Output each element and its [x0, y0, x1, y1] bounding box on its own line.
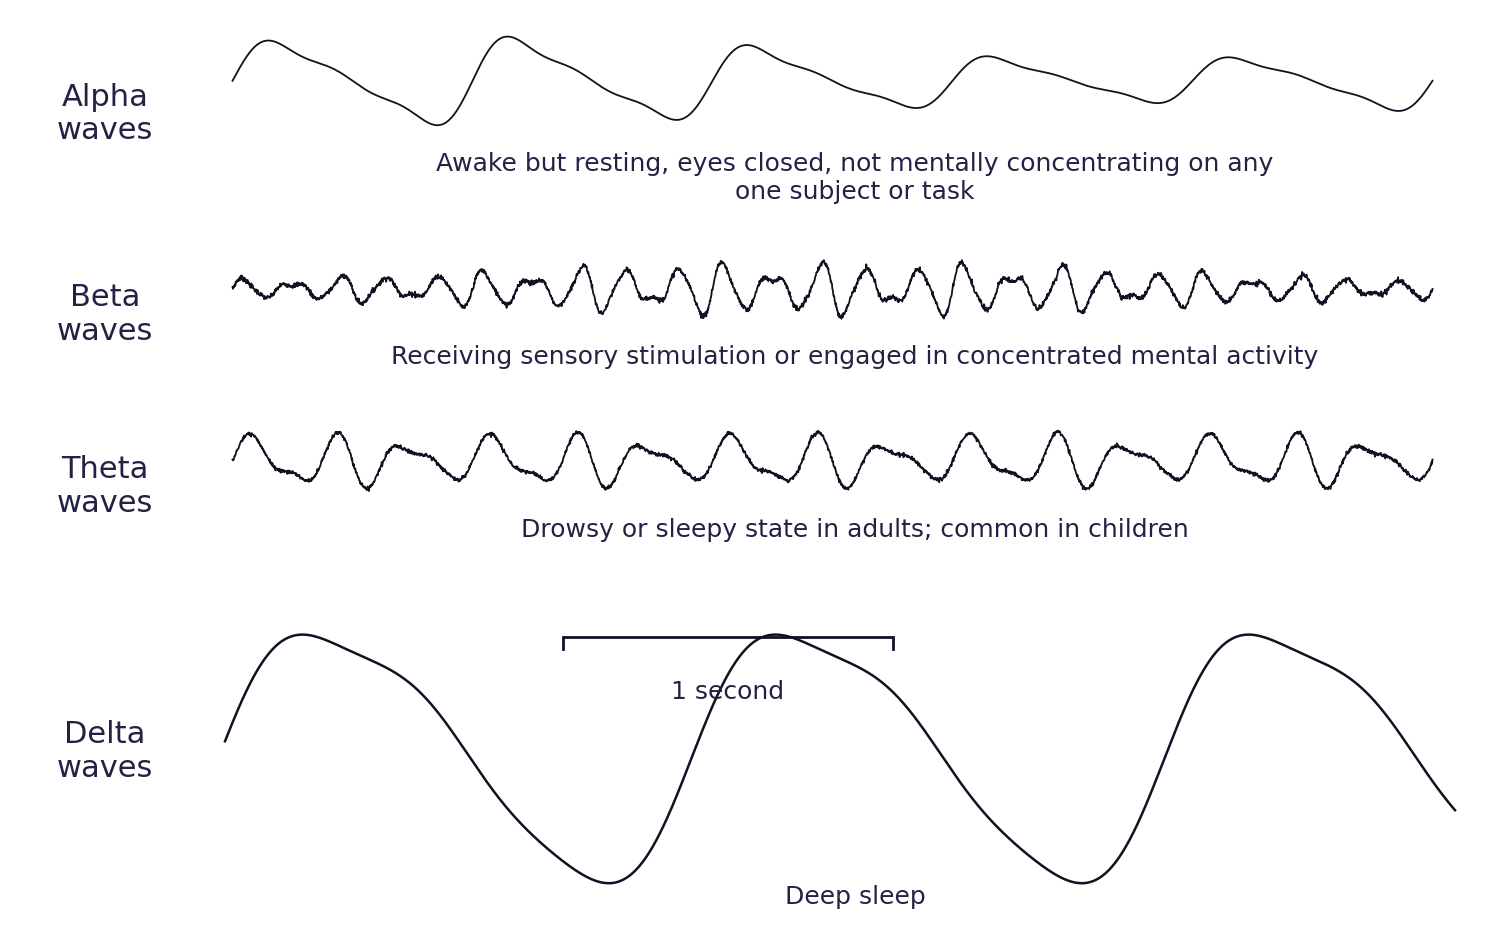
Text: Receiving sensory stimulation or engaged in concentrated mental activity: Receiving sensory stimulation or engaged… [392, 345, 1318, 370]
Text: Alpha
waves: Alpha waves [57, 83, 153, 145]
Text: Drowsy or sleepy state in adults; common in children: Drowsy or sleepy state in adults; common… [520, 518, 1190, 542]
Text: Delta
waves: Delta waves [57, 721, 153, 783]
Text: Awake but resting, eyes closed, not mentally concentrating on any
one subject or: Awake but resting, eyes closed, not ment… [436, 152, 1274, 204]
Text: Deep sleep: Deep sleep [784, 885, 926, 910]
Text: 1 second: 1 second [670, 680, 784, 704]
Text: Beta
waves: Beta waves [57, 283, 153, 345]
Text: Theta
waves: Theta waves [57, 455, 153, 518]
